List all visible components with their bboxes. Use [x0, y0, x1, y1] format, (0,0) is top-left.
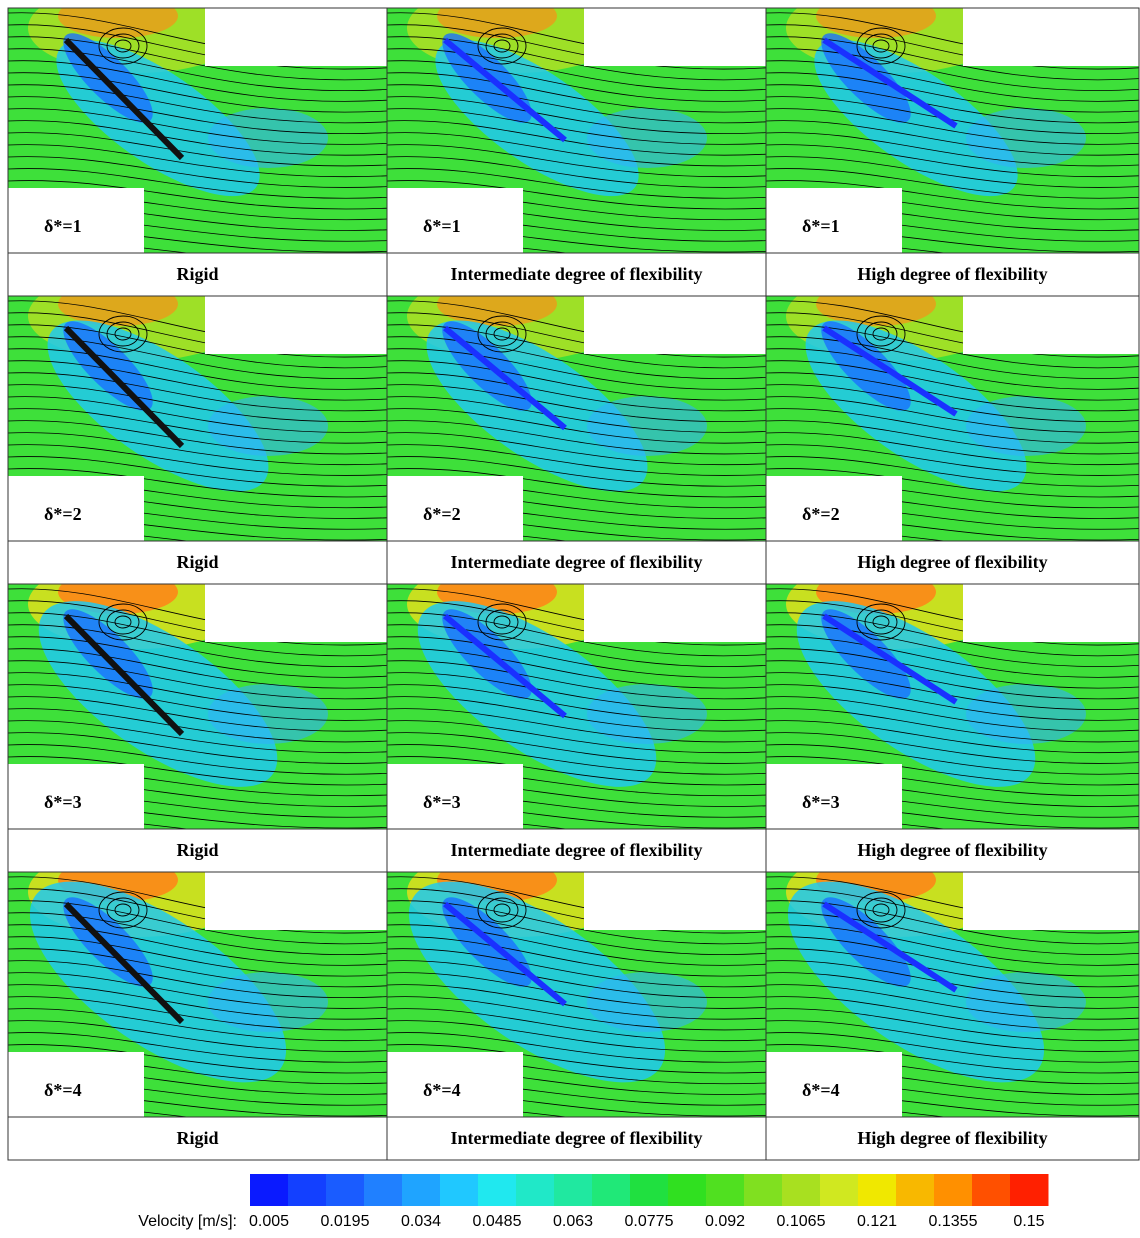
wall: [584, 872, 766, 930]
colorbar-swatch: [516, 1174, 555, 1206]
colorbar-tick-label: 0.1355: [929, 1213, 978, 1230]
panel-label: δ*=3: [802, 792, 840, 812]
flow-panel: δ*=1 High degree of flexibility: [766, 0, 1139, 296]
flow-panel: δ*=4 Intermediate degree of flexibility: [378, 844, 766, 1160]
colorbar-tick-label: 0.0485: [473, 1213, 522, 1230]
colorbar-swatch: [896, 1174, 935, 1206]
colorbar-swatch: [402, 1174, 441, 1206]
colorbar-swatch: [858, 1174, 897, 1206]
panel-label: δ*=1: [44, 216, 82, 236]
colorbar-tick-label: 0.1065: [777, 1213, 826, 1230]
slow-zone: [208, 684, 328, 744]
panel-caption: Rigid: [176, 1128, 218, 1148]
panel-label: δ*=1: [423, 216, 461, 236]
figure: δ*=1 Rigid δ*=1 Intermediate degree of flex…: [0, 0, 1140, 1238]
panel-caption: Rigid: [176, 264, 218, 284]
colorbar-tick-label: 0.005: [249, 1213, 289, 1230]
colorbar-swatch: [1010, 1174, 1049, 1206]
panel-label: δ*=2: [423, 504, 461, 524]
slow-zone: [208, 108, 328, 168]
colorbar-swatch: [820, 1174, 859, 1206]
wall: [205, 872, 387, 930]
colorbar-swatch: [706, 1174, 745, 1206]
panel-caption: Intermediate degree of flexibility: [450, 264, 702, 284]
flow-panel: δ*=4 Rigid: [0, 844, 387, 1160]
colorbar-swatch: [668, 1174, 707, 1206]
flow-panel: δ*=2 Intermediate degree of flexibility: [387, 271, 766, 584]
slow-zone: [587, 396, 707, 456]
panel-caption: Intermediate degree of flexibility: [450, 552, 702, 572]
slow-zone: [966, 396, 1086, 456]
panel-caption: Intermediate degree of flexibility: [450, 1128, 702, 1148]
wall: [584, 8, 766, 66]
slow-zone: [587, 108, 707, 168]
colorbar-swatch: [934, 1174, 973, 1206]
panel-caption: High degree of flexibility: [857, 264, 1047, 284]
slow-zone: [966, 108, 1086, 168]
slow-zone: [587, 972, 707, 1032]
colorbar-swatch: [250, 1174, 289, 1206]
wall: [584, 584, 766, 642]
colorbar-tick-label: 0.121: [857, 1213, 897, 1230]
flow-panel: δ*=4 High degree of flexibility: [757, 844, 1139, 1160]
slow-zone: [208, 972, 328, 1032]
slow-zone: [966, 972, 1086, 1032]
colorbar-swatch: [288, 1174, 327, 1206]
flow-panel: δ*=3 Intermediate degree of flexibility: [387, 559, 766, 872]
colorbar-swatch: [744, 1174, 783, 1206]
wall: [963, 584, 1139, 642]
slow-zone: [966, 684, 1086, 744]
wall: [205, 8, 387, 66]
colorbar-tick-label: 0.0195: [321, 1213, 370, 1230]
slow-zone: [208, 396, 328, 456]
panel-caption: High degree of flexibility: [857, 1128, 1047, 1148]
wall: [963, 8, 1139, 66]
panel-label: δ*=1: [802, 216, 840, 236]
panel-label: δ*=3: [44, 792, 82, 812]
wall: [584, 296, 766, 354]
wall: [205, 296, 387, 354]
panel-label: δ*=4: [802, 1080, 840, 1100]
colorbar-tick-label: 0.034: [401, 1213, 441, 1230]
flow-panel: δ*=3 High degree of flexibility: [766, 559, 1139, 872]
colorbar-swatch: [478, 1174, 517, 1206]
colorbar-tick-label: 0.092: [705, 1213, 745, 1230]
panel-label: δ*=4: [44, 1080, 82, 1100]
panel-caption: High degree of flexibility: [857, 552, 1047, 572]
panel-label: δ*=4: [423, 1080, 461, 1100]
fast-zone: [58, 282, 178, 326]
fast-zone: [816, 282, 936, 326]
colorbar-swatch: [364, 1174, 403, 1206]
wall: [205, 584, 387, 642]
flow-panel: δ*=1 Intermediate degree of flexibility: [387, 0, 766, 296]
colorbar-tick-label: 0.063: [553, 1213, 593, 1230]
flow-panel: δ*=2 Rigid: [8, 271, 387, 584]
colorbar-swatch: [440, 1174, 479, 1206]
colorbar-swatch: [972, 1174, 1011, 1206]
panel-caption: Rigid: [176, 552, 218, 572]
colorbar-swatch: [782, 1174, 821, 1206]
fast-zone: [437, 282, 557, 326]
slow-zone: [587, 684, 707, 744]
panel-label: δ*=2: [802, 504, 840, 524]
colorbar-swatch: [630, 1174, 669, 1206]
flow-panel: δ*=2 High degree of flexibility: [766, 271, 1139, 584]
colorbar-swatch: [592, 1174, 631, 1206]
panel-caption: High degree of flexibility: [857, 840, 1047, 860]
panel-caption: Intermediate degree of flexibility: [450, 840, 702, 860]
flow-panel: δ*=1 Rigid: [8, 0, 387, 296]
wall: [963, 296, 1139, 354]
colorbar-swatch: [554, 1174, 593, 1206]
wall: [963, 872, 1139, 930]
colorbar-tick-label: 0.0775: [625, 1213, 674, 1230]
panel-label: δ*=3: [423, 792, 461, 812]
flow-panel: δ*=3 Rigid: [8, 559, 387, 872]
panel-label: δ*=2: [44, 504, 82, 524]
colorbar-label: Velocity [m/s]:: [138, 1213, 237, 1230]
panel-caption: Rigid: [176, 840, 218, 860]
colorbar-tick-label: 0.15: [1013, 1213, 1044, 1230]
colorbar-swatch: [326, 1174, 365, 1206]
